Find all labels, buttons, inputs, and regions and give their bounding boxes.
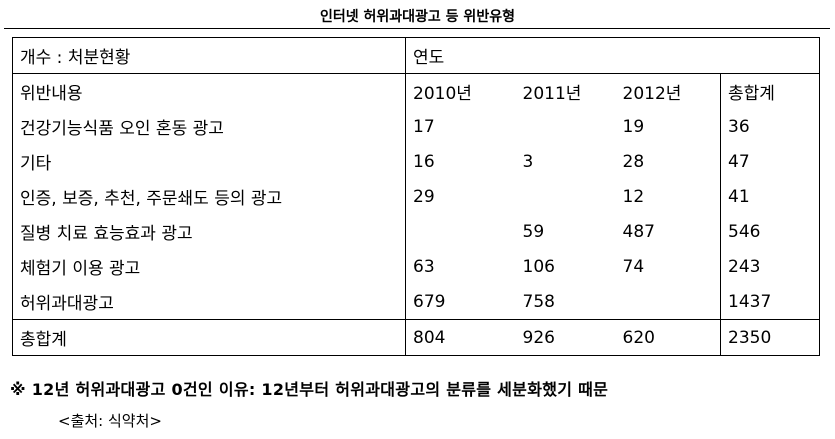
table-row: 허위과대광고 679 758 1437: [13, 284, 820, 320]
table-cell: 3: [522, 151, 534, 172]
table-cell: 41: [719, 179, 820, 214]
header-cell: 2011년: [522, 84, 582, 104]
table-cell: 28: [622, 151, 645, 172]
table-cell: 29: [405, 179, 516, 214]
header-cell: 총합계: [719, 73, 820, 109]
year-group-label: 연도: [404, 37, 820, 74]
total-cell: 2350: [719, 319, 820, 356]
table-cell: 19: [622, 116, 645, 137]
table-total-row: 총합계 804 926 620 2350: [12, 319, 820, 356]
table-cell: 건강기능식품 오인 혼동 광고: [20, 119, 224, 139]
table-row: 건강기능식품 오인 혼동 광고 17 19 36: [13, 109, 820, 144]
table-row: 질병 치료 효능효과 광고 59 487 546: [13, 214, 820, 249]
table-cell: 12: [622, 186, 645, 207]
table-cell: 1437: [719, 284, 820, 320]
table-row: 인증, 보증, 추천, 주문쇄도 등의 광고 29 12 41: [13, 179, 820, 214]
header-cell: 2012년: [622, 84, 682, 104]
table-cell: 59: [522, 221, 545, 242]
table-cell: 74: [622, 256, 645, 277]
table-cell: [516, 109, 616, 144]
table-cell: 47: [719, 144, 820, 179]
table-cell: 인증, 보증, 추천, 주문쇄도 등의 광고: [20, 189, 283, 209]
table-cell: 17: [405, 109, 516, 144]
table-row: 체험기 이용 광고 63 106 74 243: [13, 249, 820, 284]
table-cell: 기타: [20, 154, 52, 174]
total-cell: 620: [615, 319, 721, 356]
table-cell: [616, 284, 721, 320]
total-cell: 926: [515, 319, 616, 356]
table-cell: [405, 214, 516, 249]
total-cell: 총합계: [12, 319, 406, 356]
table-cell: 546: [719, 214, 820, 249]
document-title: 인터넷 허위과대광고 등 위반유형: [320, 9, 515, 25]
title-underline: [4, 28, 830, 29]
table-cell: 243: [719, 249, 820, 284]
table-header-row: 위반내용 2010년 2011년 2012년 총합계: [13, 73, 820, 109]
table-cell: 허위과대광고: [20, 294, 114, 314]
table-cell: 63: [405, 249, 516, 284]
header-cell: 2010년: [405, 73, 516, 109]
table-cell: 679: [405, 284, 516, 320]
table-row: 기타 16 3 28 47: [13, 144, 820, 179]
total-cell: 804: [405, 319, 516, 356]
table-cell: 질병 치료 효능효과 광고: [20, 224, 193, 244]
header-cell: 위반내용: [20, 84, 83, 104]
footnote: ※ 12년 허위과대광고 0건인 이유: 12년부터 허위과대광고의 분류를 세…: [10, 380, 609, 399]
table-cell: 36: [719, 109, 820, 144]
table-cell: 16: [405, 144, 516, 179]
table-cell: 758: [522, 291, 555, 312]
table-cell: 106: [522, 256, 555, 277]
table-group-header-row: 개수 : 처분현황 연도: [12, 37, 820, 74]
corner-label: 개수 : 처분현황: [12, 37, 406, 74]
table-cell: 487: [622, 221, 655, 242]
table-cell: [516, 179, 616, 214]
source-citation: <출처: 식약처>: [58, 412, 162, 430]
violation-type-table: 개수 : 처분현황 연도 위반내용 2010년 2011년 2012년 총합계 …: [12, 37, 821, 356]
table-cell: 체험기 이용 광고: [20, 259, 141, 279]
